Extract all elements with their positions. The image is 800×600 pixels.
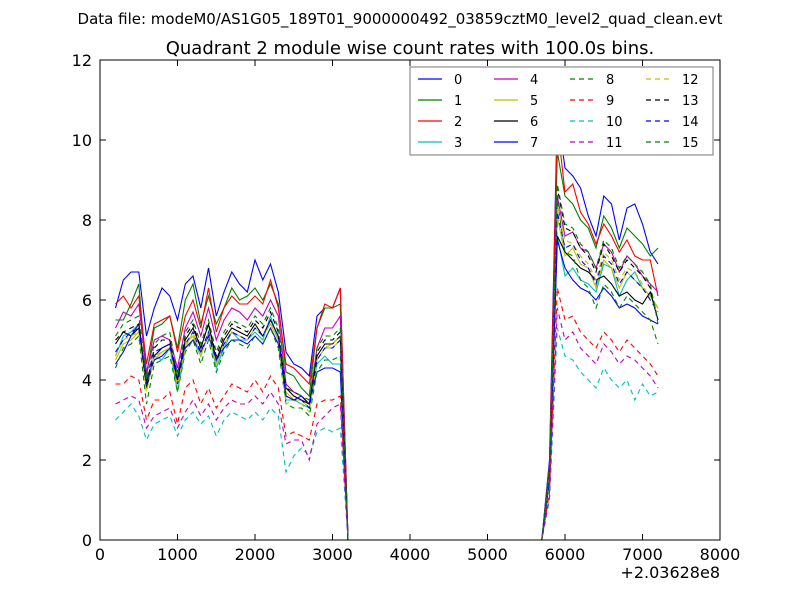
legend-label-3: 3	[454, 136, 462, 151]
legend-box	[409, 66, 714, 156]
legend-label-0: 0	[454, 73, 462, 88]
legend-label-6: 6	[530, 115, 538, 130]
legend-label-10: 10	[606, 115, 623, 130]
y-tick-label: 0	[82, 531, 92, 550]
legend-label-11: 11	[606, 136, 623, 151]
legend-label-12: 12	[682, 73, 699, 88]
series-line-13	[115, 187, 659, 541]
legend-label-13: 13	[682, 94, 699, 109]
x-tick-label: 3000	[312, 545, 353, 564]
y-tick-label: 6	[82, 291, 92, 310]
x-tick-label: 5000	[467, 545, 508, 564]
legend-label-15: 15	[682, 136, 699, 151]
legend-label-1: 1	[454, 94, 462, 109]
y-tick-label: 8	[82, 211, 92, 230]
x-tick-label: 4000	[390, 545, 431, 564]
legend-label-2: 2	[454, 115, 462, 130]
suptitle: Data file: modeM0/AS1G05_189T01_90000004…	[78, 10, 723, 29]
x-offset-label: +2.03628e8	[620, 563, 720, 582]
legend-label-4: 4	[530, 73, 538, 88]
legend-label-14: 14	[682, 115, 699, 130]
x-tick-label: 1000	[157, 545, 198, 564]
x-tick-label: 0	[95, 545, 105, 564]
chart-title: Quadrant 2 module wise count rates with …	[166, 38, 655, 59]
x-tick-label: 6000	[545, 545, 586, 564]
y-tick-label: 2	[82, 451, 92, 470]
series-line-15	[115, 183, 659, 541]
legend-label-5: 5	[530, 94, 538, 109]
x-tick-label: 2000	[235, 545, 276, 564]
legend-label-7: 7	[530, 136, 538, 151]
series-line-9	[115, 287, 659, 541]
x-tick-label: 7000	[622, 545, 663, 564]
series-line-8	[114, 199, 659, 541]
legend-label-8: 8	[606, 73, 614, 88]
y-tick-label: 4	[82, 371, 92, 390]
legend-label-9: 9	[606, 94, 614, 109]
y-tick-label: 12	[72, 51, 92, 70]
axis-ticks: 0 1000 2000 3000 4000 5000 6000 7000 80000246810…	[72, 51, 741, 564]
y-tick-label: 10	[72, 131, 92, 150]
x-tick-label: 8000	[700, 545, 741, 564]
